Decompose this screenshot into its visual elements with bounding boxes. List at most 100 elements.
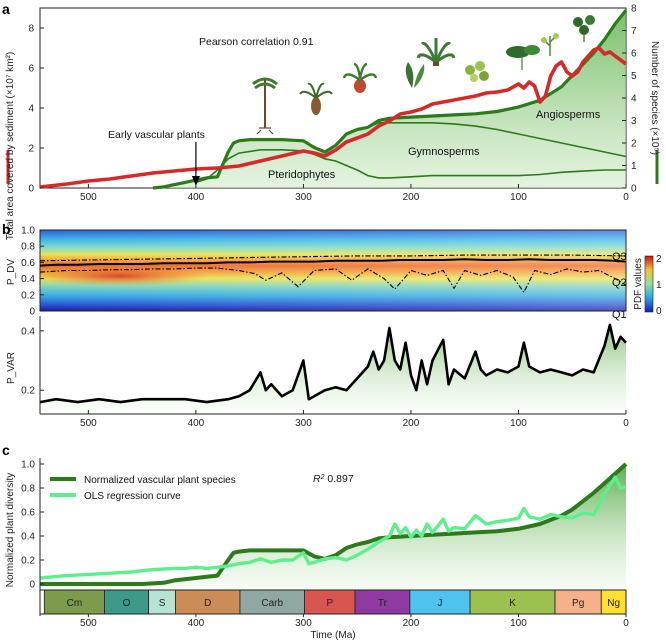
panel-b-x-tick-label-200: 200: [403, 418, 420, 429]
period-label-k: K: [509, 598, 516, 609]
panel-c-y-tick-label-0: 0: [29, 580, 35, 591]
panel-b-x-tick-label-0: 0: [623, 418, 629, 429]
panel-a-left-y-tick-label-0: 0: [28, 184, 34, 195]
panel-a-x-tick-label-500: 500: [80, 192, 97, 203]
period-label-p: P: [326, 598, 333, 609]
panel-a-x-tick-label-200: 200: [403, 192, 420, 203]
panel-c-x-label: Time (Ma): [310, 630, 355, 641]
period-label-d: D: [204, 598, 211, 609]
tree-fern-icon: [252, 77, 278, 135]
flowering-shrub-icon: [465, 61, 489, 82]
panel-c-x-ticks: 500 400 300 200 100 0: [80, 614, 629, 629]
q2-label: Q2: [612, 277, 627, 289]
pdv-y-label: P_DV: [6, 259, 17, 285]
panel-a-left-y-label: Total area covered by sediment (×10⁷ km²…: [5, 52, 16, 240]
panel-c-y-ticks: 0 0.2 0.4 0.6 0.8 1.0: [21, 460, 44, 591]
panel-b-x-ticks: 500 400 300 200 100 0: [80, 410, 629, 429]
period-label-pg: Pg: [572, 598, 584, 609]
panel-c-x-tick-label-500: 500: [80, 618, 97, 629]
pvar-y-tick-label-1: 0.4: [21, 326, 35, 337]
geologic-timescale: Cm O S D Carb P Tr J K Pg Ng: [43, 589, 627, 615]
panel-a-x-ticks: 500 400 300 200 100 0: [80, 184, 629, 203]
pdv-y-ticks: 0 0.2 0.4 0.6 0.8 1.0: [21, 226, 44, 318]
total-species-line: [152, 9, 628, 190]
panel-a-series: [39, 9, 628, 190]
pvar-area: [40, 324, 626, 414]
pdv-y-tick-label-4: 0.8: [21, 242, 35, 253]
q3-label: Q3: [612, 251, 627, 263]
angiosperms-label: Angiosperms: [536, 109, 601, 121]
pearson-correlation-label: Pearson correlation 0.91: [199, 36, 314, 48]
cycad-red-icon: [342, 62, 378, 93]
timescale-frame: [39, 589, 627, 615]
pdv-quantile-lines: [39, 254, 627, 294]
panel-a-left-y-tick-label-2: 2: [28, 144, 34, 155]
pdv-y-tick-label-1: 0.2: [21, 290, 35, 301]
plant-illustration-icons: [252, 15, 595, 135]
pdv-q2-line: [39, 258, 627, 267]
panel-label-b: b: [2, 221, 11, 237]
panel-a-left-y-tick-label-8: 8: [28, 24, 34, 35]
panel-a-left-y-tick-label-4: 4: [28, 104, 34, 115]
panel-c-y-tick-label-4: 0.8: [21, 484, 35, 495]
pdv-heatmap: [30, 230, 626, 311]
vine-plant-icon: [573, 15, 595, 42]
pteridophytes-label: Pteridophytes: [268, 169, 336, 181]
pdv-y-tick-label-0: 0: [29, 307, 35, 318]
herb-icon: [541, 33, 559, 56]
early-vascular-plants-label: Early vascular plants: [108, 129, 205, 141]
colorbar-tick-min: 0: [656, 306, 662, 317]
pdv-q1-line: [39, 267, 627, 294]
colorbar-tick-max: 2: [656, 254, 662, 265]
species-area: [152, 10, 626, 188]
panel-a-x-tick-label-100: 100: [510, 192, 527, 203]
period-label-cm: Cm: [67, 598, 83, 609]
panel-c-y-tick-label-2: 0.4: [21, 532, 35, 543]
panel-b-x-tick-label-500: 500: [80, 418, 97, 429]
period-d: [175, 589, 241, 615]
gymnosperms-label: Gymnosperms: [408, 146, 480, 158]
panel-a-x-tick-label-400: 400: [188, 192, 205, 203]
period-p: [304, 589, 356, 615]
pvar-series: [39, 323, 627, 414]
panel-a-x-tick-label-300: 300: [295, 192, 312, 203]
pdv-y-tick-label-3: 0.6: [21, 258, 35, 269]
panel-b-x-tick-label-300: 300: [295, 418, 312, 429]
palm-icon: [416, 38, 456, 66]
panel-a-right-y-tick-label-8: 8: [631, 4, 637, 15]
panel-c-x-tick-label-200: 200: [403, 618, 420, 629]
early-vascular-arrowhead: [191, 176, 200, 186]
lily-pad-icon: [506, 45, 540, 70]
panel-a-right-y-tick-label-4: 4: [631, 94, 637, 105]
pdv-y-tick-label-5: 1.0: [21, 226, 35, 237]
panel-label-c: c: [2, 442, 10, 458]
panel-a-right-y-tick-label-0: 0: [631, 184, 637, 195]
panel-a-right-y-label: Number of species (×10⁵): [649, 41, 660, 155]
panel-c-legend: Normalized vascular plant species OLS re…: [50, 475, 236, 502]
period-label-j: J: [437, 598, 442, 609]
pdv-q3-line: [39, 254, 627, 262]
total-species-area: [152, 10, 626, 188]
panel-a-left-y-ticks: 0 2 4 6 8: [28, 24, 44, 195]
panel-b-heatmap-frame: [39, 229, 627, 312]
cycad-icon: [299, 82, 333, 115]
period-label-o: O: [123, 598, 131, 609]
panel-c-series: [39, 462, 628, 590]
r-squared-label: R2 0.897: [313, 473, 354, 485]
panel-b-x-tick-label-100: 100: [510, 418, 527, 429]
panel-a-right-y-tick-label-6: 6: [631, 49, 637, 60]
panel-a-x-tick-label-0: 0: [623, 192, 629, 203]
period-label-carb: Carb: [261, 598, 283, 609]
gymnosperms-boundary-line: [367, 122, 627, 158]
panel-a-right-y-tick-label-1: 1: [631, 161, 637, 172]
period-label-ng: Ng: [607, 598, 620, 609]
leafy-plant-icon: [405, 62, 425, 88]
period-label-tr: Tr: [378, 598, 388, 609]
legend-label-species: Normalized vascular plant species: [84, 475, 236, 486]
period-label-s: S: [159, 598, 166, 609]
ols-regression-line: [39, 475, 627, 580]
panel-c-y-tick-label-5: 1.0: [21, 460, 35, 471]
pdf-colorbar: [644, 255, 654, 313]
normalized-species-area: [40, 464, 626, 590]
